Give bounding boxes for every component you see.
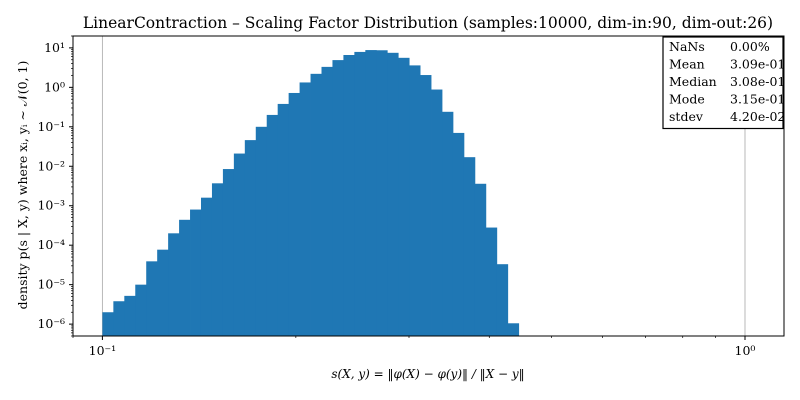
plot-area: 10⁻⁶ 10⁻⁵ 10⁻⁴ 10⁻³ 10⁻² 10⁻¹ 10⁰ 10¹ 10⁻¹ 10⁰ — [37, 35, 785, 358]
histogram-bar — [168, 233, 180, 336]
y-tick-label: 10⁻⁵ — [37, 277, 65, 292]
histogram-bar — [135, 284, 147, 336]
stats-box: NaNs 0.00% Mean 3.09e-01 Median 3.08e-01 Mode 3… — [662, 36, 785, 130]
histogram-bar — [310, 73, 322, 337]
histogram-bar — [452, 132, 465, 336]
histogram-bar — [113, 301, 125, 336]
y-tick-label: 10¹ — [44, 40, 65, 55]
stats-label: stdev — [669, 109, 704, 124]
y-tick-label: 10⁻² — [37, 158, 65, 173]
y-tick-label: 10⁻¹ — [37, 119, 65, 134]
histogram-bar — [321, 66, 333, 336]
histogram-bar — [299, 82, 311, 336]
histogram-bar — [179, 219, 191, 336]
x-tick-label: 10⁻¹ — [89, 343, 117, 358]
histogram-bar — [222, 169, 235, 336]
histogram-bar — [409, 65, 421, 337]
y-tick-label: 10⁻⁴ — [37, 237, 65, 252]
histogram-bar — [431, 89, 443, 336]
histogram-bar — [244, 140, 257, 336]
histogram-bar — [332, 60, 344, 336]
histogram-bar — [387, 52, 399, 336]
histogram-bar — [442, 111, 454, 337]
stats-value: 3.09e-01 — [730, 57, 785, 72]
histogram-bar — [190, 209, 202, 336]
histogram-bar — [420, 75, 432, 336]
stats-box-frame — [662, 36, 784, 130]
stats-value: 4.20e-02 — [730, 109, 785, 124]
stats-label: Median — [669, 74, 717, 89]
stats-label: Mode — [669, 92, 705, 107]
histogram-bar — [496, 264, 509, 336]
stats-value: 3.15e-01 — [730, 92, 785, 107]
histogram-bar — [233, 153, 246, 336]
histogram-bar — [474, 183, 487, 336]
histogram-bar — [157, 249, 169, 336]
histogram-bar — [255, 126, 268, 337]
stats-label: Mean — [669, 57, 705, 72]
stats-value: 0.00% — [730, 39, 770, 54]
y-tick-label: 10⁰ — [44, 79, 65, 94]
histogram-bar — [200, 197, 213, 336]
histogram-bar — [485, 227, 498, 336]
histogram-bar — [376, 50, 388, 336]
histogram-bar — [266, 114, 279, 337]
histogram-bar — [398, 57, 410, 336]
y-axis-label: density p(s | X, y) where xᵢ, yᵢ ∼ 𝒩(0, … — [15, 61, 30, 310]
histogram-bar — [463, 157, 476, 336]
histogram-bar — [146, 261, 158, 336]
histogram-bar — [288, 92, 300, 336]
y-tick-label: 10⁻³ — [37, 198, 65, 213]
histogram-bar — [343, 55, 355, 336]
x-tick-label: 10⁰ — [735, 343, 756, 358]
histogram-bar — [211, 183, 224, 336]
histogram-bar — [507, 323, 520, 336]
chart-title: LinearContraction – Scaling Factor Distr… — [83, 14, 773, 32]
y-tick-label: 10⁻⁶ — [37, 316, 65, 331]
axes-frame — [72, 35, 785, 337]
histogram-bar — [277, 103, 290, 336]
x-axis-label: s(X, y) = ‖φ(X) − φ(y)‖ / ‖X − y‖ — [331, 367, 524, 381]
histogram-bar — [365, 50, 377, 336]
stats-value: 3.08e-01 — [730, 74, 785, 89]
histogram-bar — [102, 312, 114, 336]
histogram-bar — [354, 51, 366, 336]
histogram-bar — [124, 295, 136, 336]
stats-label: NaNs — [669, 39, 705, 54]
